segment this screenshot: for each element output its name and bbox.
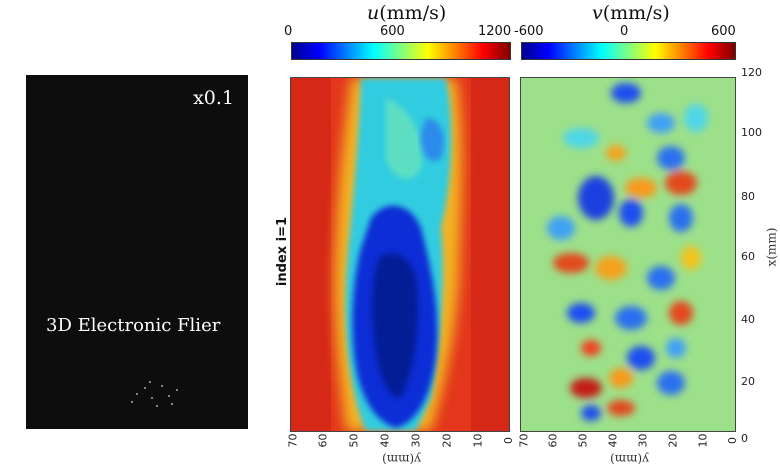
- v-tick-min: -600: [514, 24, 544, 39]
- v-tick-mid: 0: [620, 24, 629, 39]
- flier-particles: [116, 375, 206, 425]
- u-y-tick-40: 40: [378, 433, 392, 448]
- v-velocity-map: [520, 77, 736, 432]
- v-y-tick-20: 20: [666, 433, 680, 448]
- v-colorbar: [521, 42, 736, 60]
- u-unit: (mm/s): [379, 2, 447, 24]
- v-symbol: v: [592, 2, 603, 24]
- v-tick-max: 600: [711, 24, 736, 39]
- x-tick-4: 40: [741, 313, 755, 326]
- video-caption: 3D Electronic Flier: [46, 315, 221, 336]
- v-y-tick-50: 50: [576, 433, 590, 448]
- v-colorbar-title: v(mm/s): [592, 2, 670, 24]
- index-label: index i=1: [275, 216, 291, 287]
- u-y-tick-60: 60: [316, 433, 330, 448]
- u-y-tick-20: 20: [440, 433, 454, 448]
- u-y-tick-50: 50: [347, 433, 361, 448]
- x-tick-0: 120: [741, 66, 762, 79]
- u-tick-mid: 600: [380, 24, 405, 39]
- x-tick-6: 0: [741, 432, 748, 445]
- flier-video-frame: x0.1 3D Electronic Flier: [26, 75, 248, 429]
- x-tick-5: 20: [741, 375, 755, 388]
- v-y-tick-70: 70: [517, 433, 531, 448]
- v-y-tick-60: 60: [546, 433, 560, 448]
- u-colorbar: [291, 42, 511, 60]
- u-y-axis-label: y(mm): [382, 452, 421, 466]
- u-y-tick-70: 70: [286, 433, 300, 448]
- v-y-tick-0: 0: [726, 437, 739, 444]
- x-tick-3: 60: [741, 250, 755, 263]
- x-axis-label: x(mm): [764, 227, 779, 267]
- u-symbol: u: [367, 2, 380, 24]
- u-colorbar-title: u(mm/s): [367, 2, 446, 24]
- u-tick-max: 1200: [478, 24, 512, 39]
- playback-speed-label: x0.1: [193, 87, 234, 109]
- v-y-tick-10: 10: [696, 433, 710, 448]
- v-y-axis-label: y(mm): [610, 452, 649, 466]
- u-velocity-map: [290, 77, 510, 432]
- u-y-tick-0: 0: [502, 437, 515, 444]
- v-y-tick-40: 40: [606, 433, 620, 448]
- u-y-tick-10: 10: [471, 433, 485, 448]
- u-y-tick-30: 30: [409, 433, 423, 448]
- x-tick-1: 100: [741, 126, 762, 139]
- v-unit: (mm/s): [602, 2, 670, 24]
- x-tick-2: 80: [741, 190, 755, 203]
- u-tick-min: 0: [284, 24, 293, 39]
- v-y-tick-30: 30: [636, 433, 650, 448]
